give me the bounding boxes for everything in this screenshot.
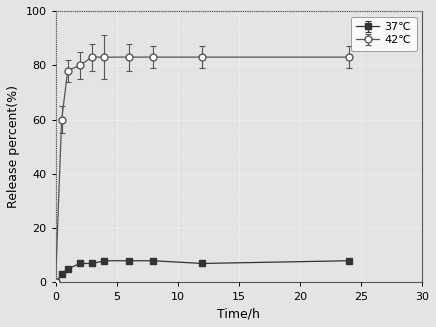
X-axis label: Time/h: Time/h [218,307,260,320]
Legend: 37℃, 42℃: 37℃, 42℃ [351,16,416,51]
Y-axis label: Release percent(%): Release percent(%) [7,85,20,208]
